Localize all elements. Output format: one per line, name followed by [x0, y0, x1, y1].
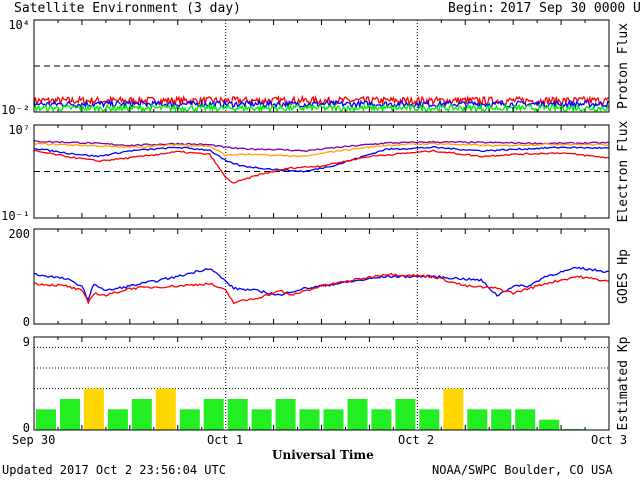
panels-group: 10⁴ 10⁻² Proton Flux 10⁷ 10⁻¹ Electron Flux 20… — [1, 18, 631, 435]
credit-text: NOAA/SWPC Boulder, CO USA — [432, 463, 613, 477]
series-line-red — [34, 94, 609, 107]
updated-timestamp: Updated 2017 Oct 2 23:56:04 UTC — [2, 463, 226, 477]
panel-frame — [33, 124, 610, 219]
kp-bar — [443, 388, 464, 430]
panel-frame — [33, 228, 610, 325]
y-axis-label: GOES Hp — [616, 249, 631, 304]
x-axis-label: Universal Time — [272, 448, 374, 462]
y-tick-label-top: 200 — [8, 227, 30, 241]
kp-bar — [395, 399, 416, 430]
kp-bar — [36, 409, 56, 430]
y-axis-label: Electron Flux — [616, 120, 631, 222]
series-line-orange — [34, 142, 609, 158]
kp-bar — [299, 409, 320, 430]
series-line-blue — [34, 266, 609, 302]
kp-bar — [227, 399, 248, 430]
x-axis: Sep 30 Oct 1 Oct 2 Oct 3 Universal Time — [12, 433, 627, 462]
kp-bar — [203, 399, 224, 430]
series-line-blue — [34, 146, 609, 173]
kp-bar — [539, 419, 560, 430]
kp-bar — [515, 409, 536, 430]
kp-bar — [347, 399, 368, 430]
series-line-red — [34, 272, 609, 305]
kp-bar — [323, 409, 344, 430]
y-tick-label-top: 9 — [23, 335, 30, 349]
proton-flux-panel: 10⁴ 10⁻² Proton Flux — [1, 18, 631, 117]
y-tick-label-bottom: 10⁻² — [1, 103, 30, 117]
series-line-purple — [34, 139, 609, 152]
kp-bar — [83, 388, 104, 430]
kp-bar — [467, 409, 488, 430]
kp-bar — [251, 409, 272, 430]
series-line-red — [34, 149, 609, 184]
plot-title: Satellite Environment (3 day) — [14, 1, 241, 16]
kp-bar — [155, 388, 176, 430]
electron-flux-panel: 10⁷ 10⁻¹ Electron Flux — [1, 120, 631, 223]
kp-bar — [275, 399, 296, 430]
x-tick-label: Oct 1 — [207, 433, 243, 447]
kp-bar — [491, 409, 512, 430]
kp-bar — [107, 409, 128, 430]
kp-panel: 9 0 Estimated Kp — [23, 335, 631, 435]
begin-value: 2017 Sep 30 0000 UTC — [500, 1, 640, 16]
y-tick-label-top: 10⁷ — [8, 123, 30, 137]
kp-bar — [179, 409, 200, 430]
y-axis-label: Proton Flux — [616, 23, 631, 109]
y-tick-label-bottom: 0 — [23, 421, 30, 435]
goes-hp-panel: 200 0 GOES Hp — [8, 227, 631, 329]
kp-bar — [371, 409, 392, 430]
x-tick-label: Oct 3 — [591, 433, 627, 447]
x-tick-label: Sep 30 — [12, 433, 55, 447]
x-tick-label: Oct 2 — [398, 433, 434, 447]
y-tick-label-bottom: 0 — [23, 315, 30, 329]
series-line-blue — [34, 98, 609, 110]
y-axis-label: Estimated Kp — [616, 336, 631, 430]
kp-bar — [131, 399, 152, 430]
kp-bar — [60, 399, 80, 430]
kp-bar — [419, 409, 440, 430]
y-tick-label-bottom: 10⁻¹ — [1, 209, 30, 223]
begin-label: Begin: — [448, 1, 495, 16]
y-tick-label-top: 10⁴ — [8, 18, 30, 32]
